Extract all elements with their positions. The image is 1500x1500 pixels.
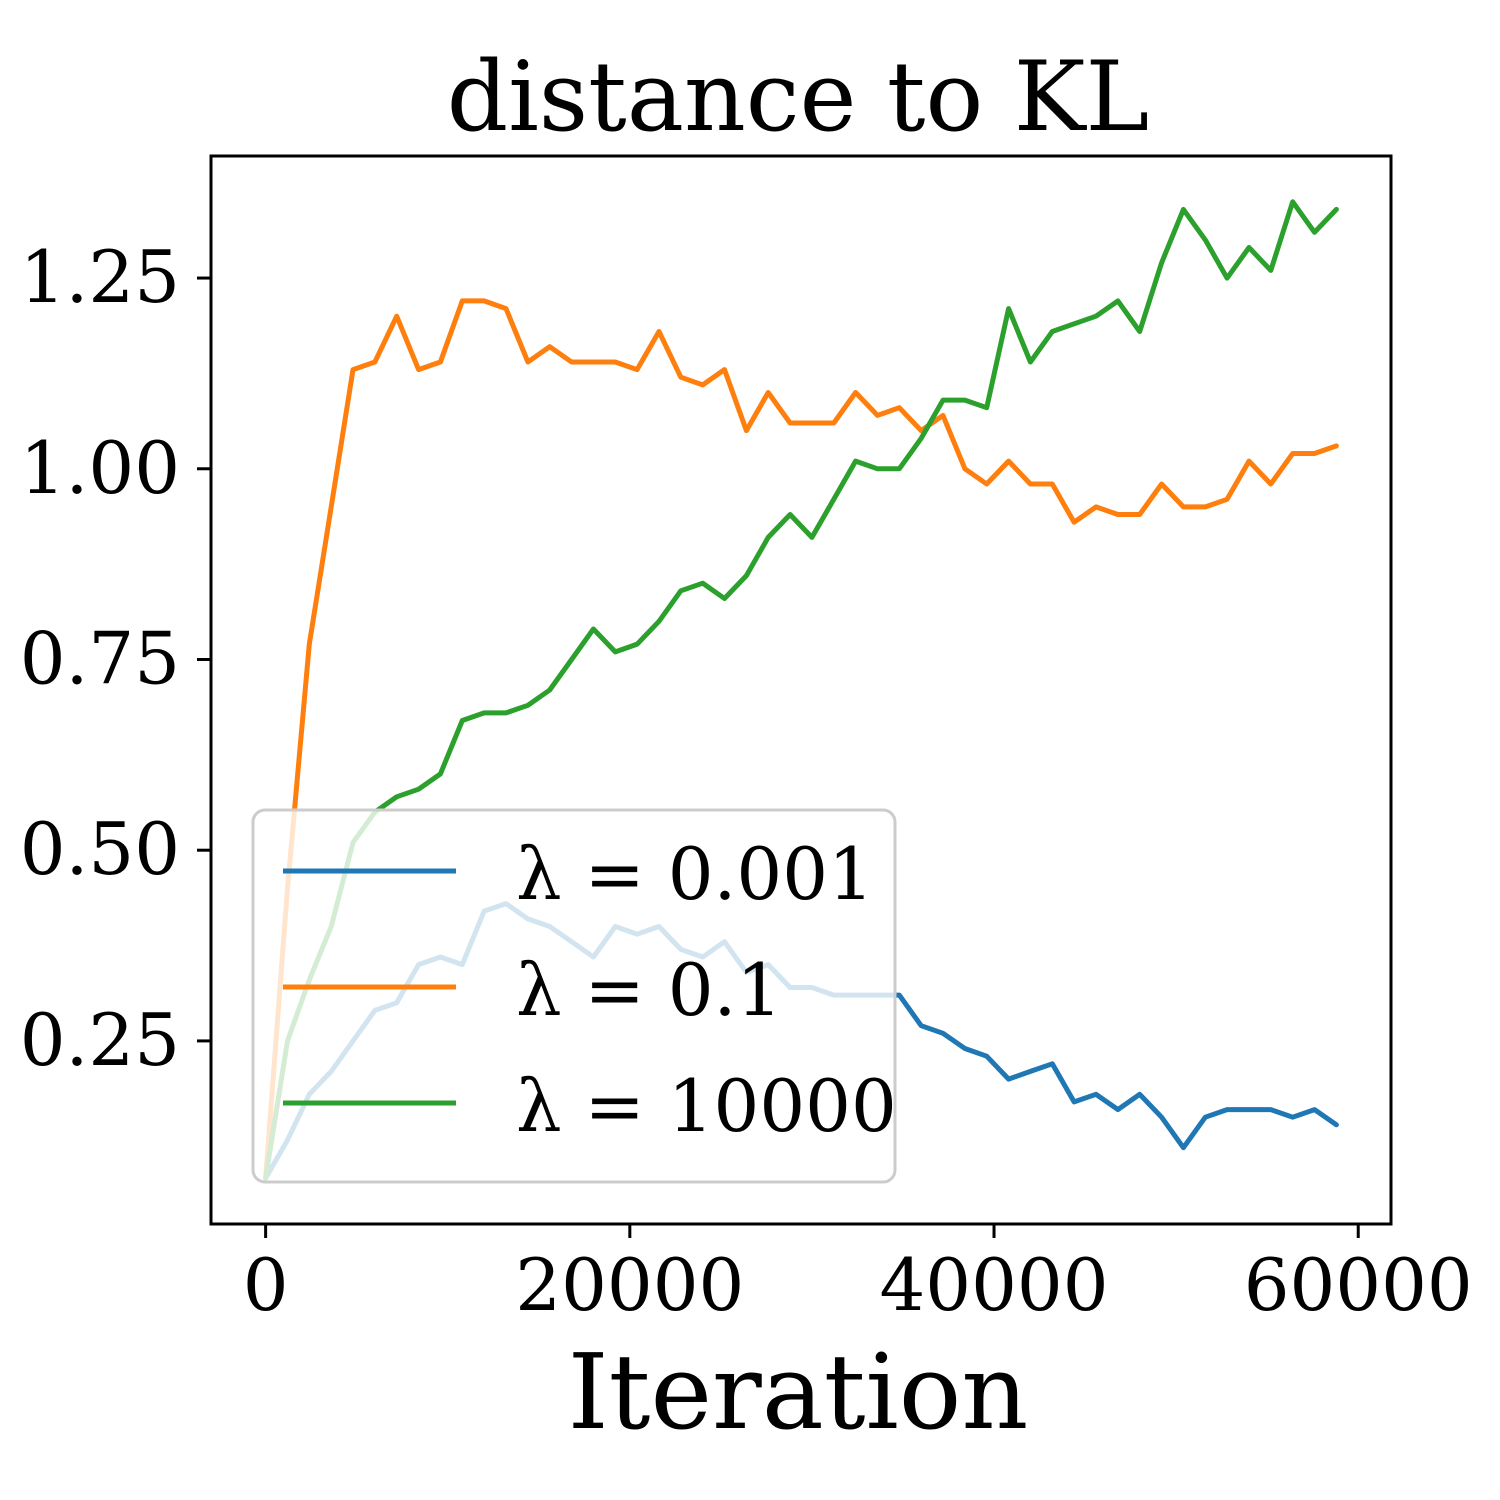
legend-box <box>251 808 897 1184</box>
x-tick-label: 0 <box>243 1243 289 1327</box>
legend: λ = 0.001 λ = 0.1 λ = 10000 <box>251 808 897 1184</box>
x-tick-label: 20000 <box>515 1243 744 1327</box>
x-tick-label: 60000 <box>1244 1243 1473 1327</box>
series-line-1 <box>263 298 1339 1181</box>
legend-label-lambda-01: λ = 0.1 <box>516 948 782 1032</box>
y-tick-label: 0.75 <box>20 616 180 700</box>
y-tick-label: 1.25 <box>20 235 180 319</box>
x-axis: 0 20000 40000 60000 <box>243 1224 1473 1327</box>
series-line-2 <box>263 199 1339 1181</box>
y-axis: 0.25 0.50 0.75 1.00 1.25 <box>20 235 211 1082</box>
x-axis-label: Iteration <box>568 1331 1029 1453</box>
chart-title: distance to KL <box>447 41 1150 153</box>
x-tick-label: 40000 <box>880 1243 1109 1327</box>
y-tick-label: 0.25 <box>20 998 180 1082</box>
legend-label-lambda-10000: λ = 10000 <box>516 1064 897 1148</box>
legend-label-lambda-0001: λ = 0.001 <box>516 832 874 916</box>
y-tick-label: 0.50 <box>20 807 180 891</box>
y-tick-label: 1.00 <box>20 426 180 510</box>
plot-frame <box>209 154 1393 1226</box>
